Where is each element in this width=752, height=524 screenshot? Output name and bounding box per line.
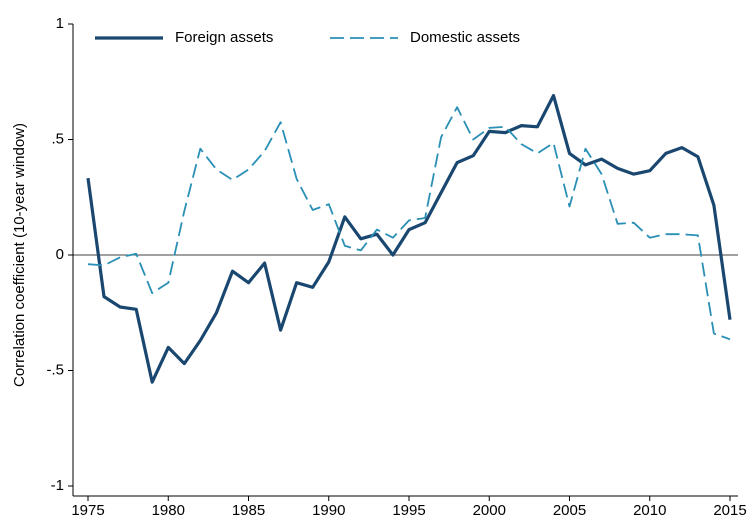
line-series — [86, 94, 732, 384]
x-tick-label: 2000 — [473, 502, 506, 519]
x-tick-label: 1975 — [71, 502, 104, 519]
x-tick-label: 2010 — [633, 502, 666, 519]
x-tick-label: 1980 — [152, 502, 185, 519]
line-series — [87, 106, 731, 341]
y-tick-label: 0 — [56, 246, 64, 263]
x-tick-label: 1990 — [312, 502, 345, 519]
x-tick-label: 2015 — [713, 502, 746, 519]
y-axis-label: Correlation coefficient (10-year window) — [11, 123, 28, 387]
y-tick-label: 1 — [56, 15, 64, 32]
x-tick-label: 1985 — [232, 502, 265, 519]
x-tick-label: 2005 — [553, 502, 586, 519]
x-tick-label: 1995 — [392, 502, 425, 519]
legend-label: Foreign assets — [175, 29, 273, 46]
y-tick-label: -.5 — [46, 361, 64, 378]
y-tick-label: .5 — [51, 130, 64, 147]
y-tick-label: -1 — [51, 477, 64, 494]
legend-label: Domestic assets — [410, 29, 520, 46]
